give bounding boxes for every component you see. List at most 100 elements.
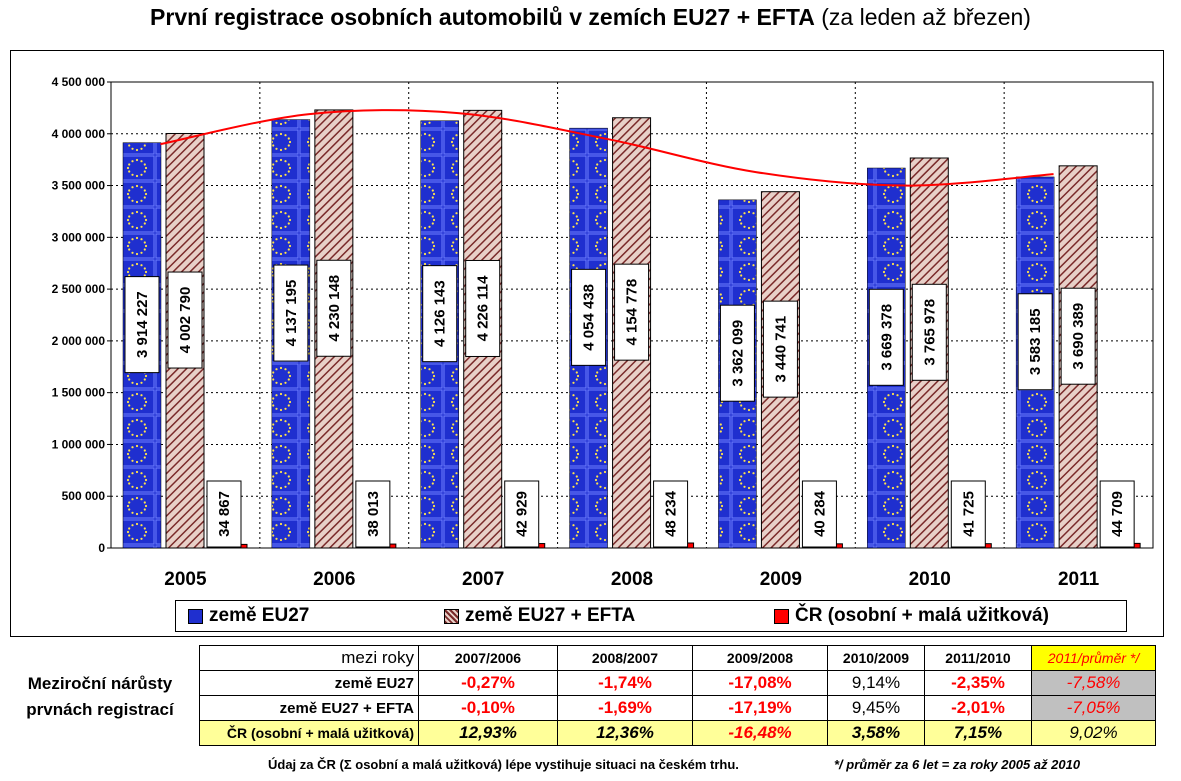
data-label-text: 3 362 099 <box>729 320 746 387</box>
data-label-eu27-efta: 4 226 114 <box>465 259 501 357</box>
header-label: mezi roky <box>199 645 419 671</box>
table-cell: -0,27% <box>418 670 558 696</box>
side-label-line-2: prvnách registrací <box>26 700 174 719</box>
data-label-box <box>316 259 352 357</box>
header-cell: 2008/2007 <box>557 645 693 671</box>
table-cell: -16,48% <box>692 720 828 746</box>
data-label-cr: 44 709 <box>1099 480 1135 548</box>
header-cell: 2009/2008 <box>692 645 828 671</box>
data-label-cr: 48 234 <box>653 480 689 548</box>
header-cell: 2007/2006 <box>418 645 558 671</box>
data-label-text: 34 867 <box>216 491 233 537</box>
data-label-text: 40 284 <box>811 490 828 537</box>
row-label: země EU27 <box>199 670 419 696</box>
data-label-box <box>1017 293 1053 391</box>
y-tick-label: 3 000 000 <box>52 230 106 244</box>
table-cell: -17,08% <box>692 670 828 696</box>
y-tick-label: 3 500 000 <box>52 179 106 193</box>
data-label-eu27: 3 362 099 <box>719 304 755 402</box>
table-cell: 12,36% <box>557 720 693 746</box>
table-row: země EU27 -0,27% -1,74% -17,08% 9,14% -2… <box>199 670 1156 696</box>
data-label-box <box>571 268 607 366</box>
data-label-cr: 38 013 <box>355 480 391 548</box>
data-label-box <box>762 300 798 398</box>
data-label-text: 4 126 143 <box>432 280 449 347</box>
table-cell: -1,74% <box>557 670 693 696</box>
data-label-text: 3 583 185 <box>1027 308 1044 375</box>
data-label-text: 41 725 <box>960 491 977 537</box>
data-label-eu27: 4 126 143 <box>422 265 458 363</box>
chart-area: 0 500 000 1 000 000 1 500 000 2 000 000 2 500… <box>10 50 1164 637</box>
legend-label-eu27: země EU27 <box>209 605 310 626</box>
data-label-text: 38 013 <box>365 491 382 537</box>
table-row: země EU27 + EFTA -0,10% -1,69% -17,19% 9… <box>199 695 1156 721</box>
data-label-box <box>911 283 947 381</box>
header-cell: 2011/2010 <box>924 645 1032 671</box>
x-tick-label: 2011 <box>1058 569 1100 590</box>
table-cell: 3,58% <box>827 720 925 746</box>
data-label-text: 3 669 378 <box>878 304 895 371</box>
data-label-eu27-efta: 3 440 741 <box>762 300 798 398</box>
y-tick-label: 4 500 000 <box>52 75 106 89</box>
data-label-box <box>273 264 309 362</box>
data-label-text: 4 230 148 <box>326 275 343 342</box>
y-tick-label: 1 000 000 <box>52 437 106 451</box>
data-label-box <box>124 276 160 374</box>
x-tick-label: 2009 <box>760 569 802 590</box>
table-cell: 12,93% <box>418 720 558 746</box>
y-tick-label: 500 000 <box>62 489 106 503</box>
data-label-text: 4 054 438 <box>581 284 598 351</box>
side-label-line-1: Meziroční nárůsty <box>27 674 173 693</box>
chart-title-sub: (za leden až březen) <box>821 4 1031 30</box>
table-cell: 9,14% <box>827 670 925 696</box>
data-label-text: 44 709 <box>1109 491 1126 537</box>
data-label-box <box>355 480 391 548</box>
data-label-box <box>422 265 458 363</box>
data-label-box <box>1099 480 1135 548</box>
y-tick-label: 1 500 000 <box>52 386 106 400</box>
data-label-text: 3 914 227 <box>134 291 151 358</box>
footnote-cr: Údaj za ČR (Σ osobní a malá užitková) lé… <box>268 757 739 772</box>
data-label-box <box>653 480 689 548</box>
data-label-text: 4 137 195 <box>283 280 300 347</box>
data-label-text: 3 765 978 <box>921 299 938 366</box>
chart-title-main: První registrace osobních automobilů v z… <box>150 4 815 30</box>
data-label-box <box>167 271 203 369</box>
data-label-text: 3 440 741 <box>772 316 789 383</box>
data-label-eu27-efta: 4 154 778 <box>614 263 650 361</box>
x-tick-label: 2010 <box>909 569 951 590</box>
legend-swatch-eu27-efta <box>444 608 459 624</box>
data-label-cr: 42 929 <box>504 480 540 548</box>
data-label-eu27-efta: 3 690 389 <box>1060 287 1096 385</box>
header-cell-average: 2011/průměr */ <box>1031 645 1156 671</box>
table-cell: -1,69% <box>557 695 693 721</box>
legend-swatch-eu27 <box>188 608 203 624</box>
trend-line <box>160 109 1054 187</box>
chart-legend: země EU27 země EU27 + EFTA ČR (osobní + … <box>175 600 1127 632</box>
table-cell-average: -7,58% <box>1031 670 1156 696</box>
table-row: ČR (osobní + malá užitková) 12,93% 12,36… <box>199 720 1156 746</box>
data-label-text: 4 154 778 <box>624 279 641 346</box>
table-cell: -2,35% <box>924 670 1032 696</box>
data-label-eu27: 3 583 185 <box>1017 293 1053 391</box>
data-label-box <box>1060 287 1096 385</box>
table-cell: -0,10% <box>418 695 558 721</box>
data-label-text: 42 929 <box>514 491 531 537</box>
legend-swatch-cr <box>774 608 789 624</box>
data-label-cr: 34 867 <box>206 480 242 548</box>
legend-label-eu27-efta: země EU27 + EFTA <box>465 605 636 626</box>
data-label-cr: 41 725 <box>950 480 986 548</box>
x-tick-label: 2007 <box>462 569 504 590</box>
y-tick-label: 0 <box>98 541 105 555</box>
x-tick-label: 2005 <box>164 569 207 590</box>
legend-item-eu27: země EU27 <box>188 605 309 627</box>
data-label-text: 4 002 790 <box>177 287 194 354</box>
data-label-box <box>801 480 837 548</box>
data-label-eu27-efta: 4 002 790 <box>167 271 203 369</box>
table-cell: -2,01% <box>924 695 1032 721</box>
data-label-box <box>206 480 242 548</box>
data-label-eu27-efta: 4 230 148 <box>316 259 352 357</box>
chart-title: První registrace osobních automobilů v z… <box>0 4 1181 31</box>
table-cell: 7,15% <box>924 720 1032 746</box>
legend-item-eu27-efta: země EU27 + EFTA <box>444 605 635 627</box>
